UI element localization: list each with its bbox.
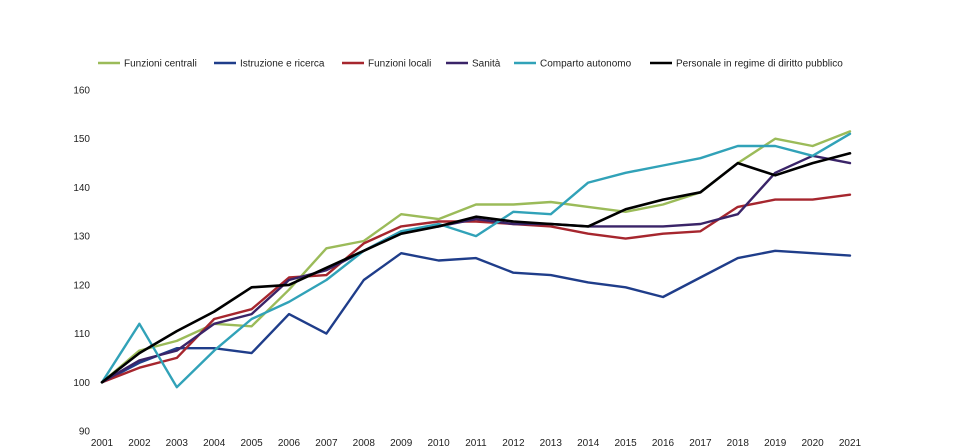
series-lines: [100, 130, 852, 389]
x-tick-label: 2009: [390, 438, 413, 448]
series-line: [100, 132, 852, 389]
x-tick-label: 2007: [315, 438, 338, 448]
x-tick-label: 2008: [353, 438, 376, 448]
x-tick-label: 2004: [203, 438, 226, 448]
x-tick-label: 2019: [764, 438, 787, 448]
y-tick-label: 100: [73, 378, 90, 389]
legend-label: Funzioni centrali: [124, 59, 197, 70]
x-tick-label: 2017: [689, 438, 712, 448]
series-line: [100, 152, 852, 384]
y-tick-label: 140: [73, 183, 90, 194]
y-tick-label: 150: [73, 134, 90, 145]
legend-label: Sanità: [472, 59, 501, 70]
x-tick-label: 2010: [427, 438, 450, 448]
x-tick-label: 2020: [801, 438, 824, 448]
series-line: [100, 154, 852, 384]
x-tick-label: 2018: [727, 438, 750, 448]
legend-label: Istruzione e ricerca: [240, 59, 325, 70]
x-tick-label: 2001: [91, 438, 114, 448]
series-line: [100, 249, 852, 384]
y-tick-label: 110: [74, 329, 90, 340]
y-tick-label: 120: [73, 280, 90, 291]
legend: Funzioni centrali Istruzione e ricerca Fun…: [98, 59, 843, 70]
y-tick-label: 90: [79, 427, 91, 438]
legend-label: Personale in regime di diritto pubblico: [676, 59, 843, 70]
x-tick-label: 2016: [652, 438, 675, 448]
legend-label: Funzioni locali: [368, 59, 431, 70]
x-tick-label: 2015: [614, 438, 637, 448]
x-tick-label: 2013: [540, 438, 563, 448]
x-tick-label: 2005: [240, 438, 263, 448]
legend-label: Comparto autonomo: [540, 59, 632, 70]
x-tick-label: 2006: [278, 438, 301, 448]
y-tick-label: 130: [73, 232, 90, 243]
x-tick-label: 2021: [839, 438, 862, 448]
x-axis: 2001 2002 2003 2004 2005 2006 2007 2008 2009 2010…: [91, 438, 862, 448]
series-line: [100, 193, 852, 384]
x-tick-label: 2002: [128, 438, 151, 448]
x-tick-label: 2011: [465, 438, 487, 448]
y-axis: 90 100 110 120 130 140 150 160: [73, 86, 90, 438]
x-tick-label: 2014: [577, 438, 600, 448]
x-tick-label: 2012: [502, 438, 525, 448]
series-line: [100, 130, 852, 384]
x-tick-label: 2003: [166, 438, 189, 448]
y-tick-label: 160: [73, 86, 90, 97]
